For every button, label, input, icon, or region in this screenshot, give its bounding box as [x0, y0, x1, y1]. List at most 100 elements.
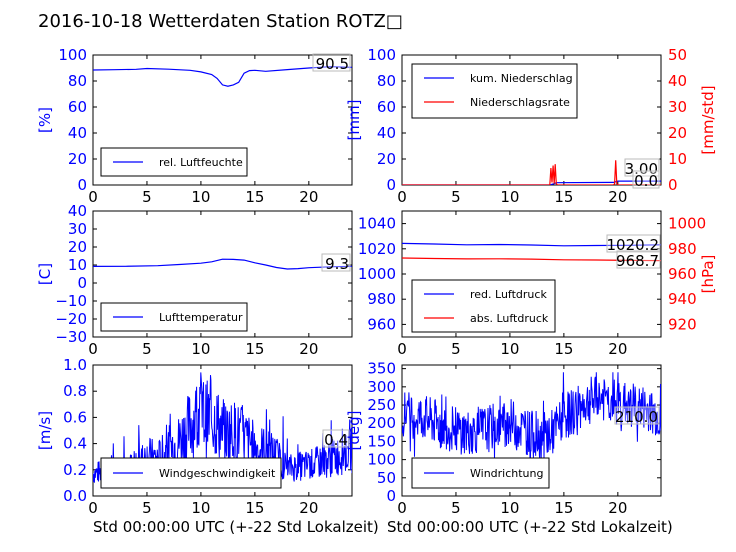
legend: Windrichtung [411, 457, 550, 489]
y-tick-label-left: 40 [377, 124, 396, 142]
chart-wind_speed: 0 5 10 15 20 0.0 0.2 0.4 0.6 0.8 1.0 [m/s] Windgesch… [36, 356, 353, 517]
y-tick-label-left: 0.6 [63, 408, 87, 426]
y-tick-label-right: 940 [668, 290, 697, 308]
x-tick-label: 5 [451, 499, 461, 517]
x-tick-label: 20 [299, 188, 318, 206]
x-tick-label: 5 [451, 340, 461, 358]
series-line-precipitation-1 [402, 160, 661, 185]
series-line-wind_direction-0 [402, 372, 661, 477]
page-title: 2016-10-18 Wetterdaten Station ROTZ□ [38, 11, 403, 32]
y-tick-label-left: 300 [367, 378, 396, 396]
x-tick-label: 10 [191, 188, 210, 206]
legend-entry-label: rel. Luftfeuchte [159, 156, 243, 169]
y-tick-label-left: 20 [377, 150, 396, 168]
chart-wind_direction: 0 5 10 15 20050100150200250300350[deg]Windri… [345, 360, 662, 517]
value-readout: 9.3 [321, 253, 351, 273]
x-tick-label: 5 [142, 499, 152, 517]
y-tick-label-left: 60 [68, 98, 87, 116]
y-tick-label-left: 200 [367, 414, 396, 432]
y-tick-label-left: 40 [68, 202, 87, 220]
value-readout: 90.5 [312, 53, 351, 73]
y-tick-label-left: −20 [55, 310, 87, 328]
x-tick-label: 15 [554, 340, 573, 358]
legend-box [411, 279, 556, 333]
y-tick-label-right: 1000 [668, 215, 706, 233]
x-tick-label: 20 [608, 499, 627, 517]
value-readout: 210.0 [614, 406, 660, 426]
y-axis-label-left: [deg] [345, 411, 363, 451]
x-tick-label: 0 [397, 499, 407, 517]
value-readout-text: 1020.2 [607, 236, 660, 254]
y-axis-label-left: [m/s] [36, 411, 54, 450]
value-readout: 0.4 [322, 429, 350, 449]
x-tick-label: 20 [299, 499, 318, 517]
legend-entry-label: Windrichtung [470, 467, 543, 480]
y-tick-label-left: 250 [367, 396, 396, 414]
legend: Windgeschwindigkeit [100, 457, 282, 489]
x-tick-label: 10 [500, 188, 519, 206]
x-axis-label-left: Std 00:00:00 UTC (+-22 Std Lokalzeit) [93, 518, 379, 536]
y-tick-label-left: 1040 [358, 215, 396, 233]
x-tick-label: 10 [500, 340, 519, 358]
y-tick-label-left: 0.2 [63, 461, 87, 479]
y-tick-label-left: 0 [77, 274, 87, 292]
y-axis-label-right: [mm/std] [699, 85, 717, 154]
y-tick-label-left: 1020 [358, 240, 396, 258]
plot-frame [92, 210, 353, 338]
x-tick-label: 20 [608, 188, 627, 206]
x-tick-label: 10 [191, 340, 210, 358]
x-tick-label: 0 [88, 188, 98, 206]
y-tick-label-left: 20 [68, 150, 87, 168]
legend-entry-label: Windgeschwindigkeit [159, 467, 276, 480]
y-tick-label-left: 350 [367, 360, 396, 378]
x-tick-label: 15 [554, 499, 573, 517]
y-tick-label-left: 980 [367, 290, 396, 308]
y-tick-label-left: 0 [77, 176, 87, 194]
y-tick-label-left: 100 [367, 46, 396, 64]
value-readout-text: 9.3 [325, 255, 349, 273]
x-axis-label-right: Std 00:00:00 UTC (+-22 Std Lokalzeit) [387, 518, 673, 536]
x-tick-label: 20 [608, 340, 627, 358]
plot-frame [92, 54, 353, 186]
x-tick-label: 0 [397, 188, 407, 206]
value-readout-text: 90.5 [316, 55, 349, 73]
y-tick-label-left: −30 [55, 328, 87, 346]
x-tick-label: 20 [299, 340, 318, 358]
y-axis-label-left: [mm] [345, 100, 363, 141]
y-tick-label-left: 10 [68, 256, 87, 274]
y-axis-label-left: [C] [36, 263, 54, 285]
y-tick-label-left: 0.4 [63, 435, 87, 453]
y-tick-label-left: 960 [367, 315, 396, 333]
y-tick-label-left: 0 [386, 176, 396, 194]
x-tick-label: 10 [500, 499, 519, 517]
x-tick-label: 0 [88, 340, 98, 358]
y-tick-label-right: 0 [668, 176, 678, 194]
x-tick-label: 15 [245, 499, 264, 517]
x-tick-label: 5 [142, 188, 152, 206]
x-tick-label: 15 [554, 188, 573, 206]
chart-temperature: 0 5 10 15 20−30−20−10010203040[C]Lufttempera… [36, 202, 353, 358]
y-tick-label-left: 1.0 [63, 356, 87, 374]
y-tick-label-left: 60 [377, 98, 396, 116]
y-tick-label-left: 40 [68, 124, 87, 142]
y-tick-label-left: 80 [377, 72, 396, 90]
series-line-pressure-0 [402, 242, 661, 247]
x-tick-label: 0 [88, 499, 98, 517]
y-tick-label-right: 920 [668, 315, 697, 333]
value-readout-text: 0.0 [634, 172, 658, 190]
y-tick-label-right: 980 [668, 240, 697, 258]
value-readout: 0.0 [632, 170, 660, 190]
chart-precipitation: 0 5 10 15 20 0 20 40 60 80 100 [mm] 0 10 20 30 40 50 [mm/s… [345, 46, 717, 206]
y-tick-label-left: 150 [367, 432, 396, 450]
y-tick-label-left: 50 [377, 469, 396, 487]
y-tick-label-left: 20 [68, 238, 87, 256]
y-tick-label-left: 30 [68, 220, 87, 238]
legend-entry-label: red. Luftdruck [470, 288, 547, 301]
y-tick-label-right: 30 [668, 98, 687, 116]
y-tick-label-left: 1000 [358, 265, 396, 283]
y-tick-label-right: 50 [668, 46, 687, 64]
chart-humidity: 0 5 10 15 20 0 20 40 60 80 100 [%] rel. Luftfeuchte 9… [36, 46, 353, 206]
y-tick-label-left: 0.0 [63, 487, 87, 505]
legend-entry-label: kum. Niederschlag [470, 72, 573, 85]
